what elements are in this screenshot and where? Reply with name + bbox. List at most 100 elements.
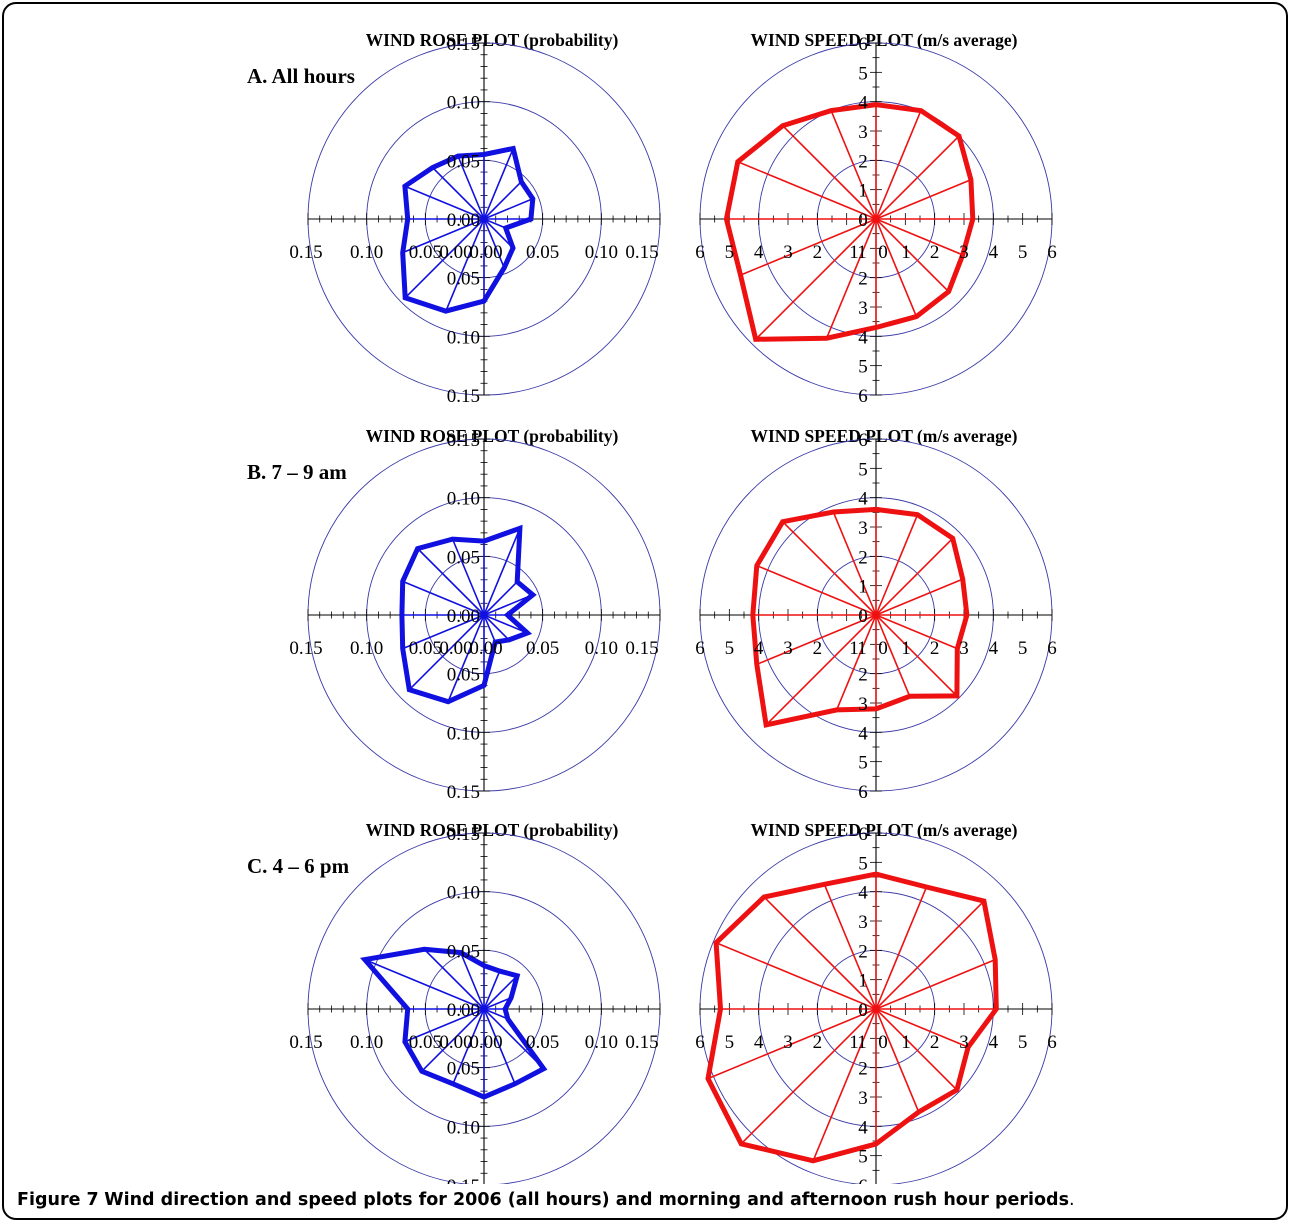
y-tick-label: 0.00 xyxy=(447,1000,480,1021)
spoke-ENE xyxy=(875,578,964,616)
chart-panel-3: WIND SPEED PLOT (m/s average)6 5 4 3 2 11 0 1 2 3… xyxy=(695,426,1057,803)
x-tick-label: 1 xyxy=(857,242,867,263)
y-tick-label: 0.10 xyxy=(447,489,480,510)
y-tick-label: 4 xyxy=(858,489,868,510)
y-tick-label: 3 xyxy=(858,298,868,319)
x-tick-label: 6 xyxy=(695,1032,705,1053)
x-tick-label: 6 xyxy=(1047,1032,1057,1053)
x-tick-label: 3 xyxy=(959,1032,969,1053)
y-tick-label: 2 xyxy=(858,269,868,290)
spoke-SE xyxy=(483,614,510,641)
spoke-WSW xyxy=(402,218,485,254)
spoke-SSW xyxy=(812,1008,877,1162)
spoke-NNE xyxy=(875,110,922,220)
x-tick-label: 0.15 xyxy=(625,242,658,263)
spoke-WSW xyxy=(707,1008,877,1080)
x-tick-label: 5 xyxy=(725,1032,735,1053)
spoke-NE xyxy=(483,181,522,220)
x-tick-label: 5 xyxy=(1018,1032,1028,1053)
y-tick-label: 5 xyxy=(858,357,868,378)
x-tick-label: 4 xyxy=(754,638,764,659)
y-tick-label: 1 xyxy=(858,971,868,992)
spoke-NNW xyxy=(832,511,877,616)
y-tick-label: 3 xyxy=(858,122,868,143)
spoke-WNW xyxy=(756,564,877,616)
chart-title: WIND SPEED PLOT (m/s average) xyxy=(750,426,1017,446)
x-tick-label: 2 xyxy=(930,1032,940,1053)
spoke-NE xyxy=(483,581,518,616)
y-tick-label: 0.05 xyxy=(447,941,480,962)
wind-plots: WIND ROSE PLOT (probability) A. All hours… xyxy=(247,30,1057,1184)
y-tick-label: 3 xyxy=(858,694,868,715)
spoke-SSW xyxy=(447,614,485,703)
x-tick-label: 1 xyxy=(849,1032,859,1053)
spoke-NW xyxy=(417,548,485,616)
chart-title: WIND ROSE PLOT (probability) xyxy=(366,820,619,840)
series-polygon xyxy=(400,145,536,314)
x-tick-label: 1 xyxy=(901,242,911,263)
spoke-SW xyxy=(404,218,485,299)
spoke-SW xyxy=(765,614,877,726)
spoke-NW xyxy=(763,896,877,1010)
chart-panel-1: WIND SPEED PLOT (m/s average)6 5 4 3 2 11 0 1 2 3… xyxy=(695,30,1057,407)
y-tick-label: 0.15 xyxy=(447,386,480,407)
y-tick-label: 0.15 xyxy=(447,34,480,55)
x-tick-label: 0.05 xyxy=(526,242,559,263)
caption-end: . xyxy=(1069,1190,1075,1210)
x-tick-label: 5 xyxy=(725,242,735,263)
spoke-WSW xyxy=(404,1008,485,1043)
spoke-NE xyxy=(875,537,954,616)
y-tick-label: 0.10 xyxy=(447,327,480,348)
x-tick-label: 2 xyxy=(813,1032,823,1053)
chart-title: WIND SPEED PLOT (m/s average) xyxy=(750,30,1017,50)
y-tick-label: 0 xyxy=(858,1000,868,1021)
panel-label: A. All hours xyxy=(247,64,355,88)
x-tick-label: 5 xyxy=(1018,242,1028,263)
x-tick-label: 0.15 xyxy=(289,638,322,659)
y-tick-label: 6 xyxy=(858,386,868,407)
spoke-WSW xyxy=(402,614,485,650)
x-tick-label: 2 xyxy=(930,242,940,263)
y-tick-label: 0.10 xyxy=(447,93,480,114)
x-tick-label: 1 xyxy=(857,638,867,659)
y-tick-label: 3 xyxy=(858,912,868,933)
x-tick-label: 3 xyxy=(959,242,969,263)
spoke-WNW xyxy=(404,185,485,220)
spoke-SE xyxy=(875,218,950,293)
y-tick-label: 0.15 xyxy=(447,782,480,803)
y-tick-label: 3 xyxy=(858,518,868,539)
y-tick-label: 0.05 xyxy=(447,665,480,686)
spoke-NNE xyxy=(483,527,521,616)
spoke-SSW xyxy=(452,1008,485,1085)
chart-title: WIND ROSE PLOT (probability) xyxy=(366,30,619,50)
x-tick-label: 0.10 xyxy=(350,638,383,659)
x-tick-label: 4 xyxy=(989,638,999,659)
x-tick-label: 0.00 xyxy=(469,242,502,263)
x-tick-label: 5 xyxy=(1018,638,1028,659)
x-tick-label: 6 xyxy=(1047,638,1057,659)
x-tick-label: 6 xyxy=(1047,242,1057,263)
spoke-ESE xyxy=(875,1008,969,1048)
panel-label: B. 7 – 9 am xyxy=(247,460,347,484)
y-tick-label: 0.15 xyxy=(447,430,480,451)
x-tick-label: 0.05 xyxy=(526,1032,559,1053)
y-tick-label: 3 xyxy=(858,1088,868,1109)
y-tick-label: 2 xyxy=(858,547,868,568)
spoke-NNE xyxy=(483,970,501,1010)
y-tick-label: 0.00 xyxy=(447,606,480,627)
series-polygon xyxy=(399,524,537,705)
spoke-ESE xyxy=(875,218,964,256)
y-tick-label: 4 xyxy=(858,723,868,744)
x-tick-label: 1 xyxy=(849,242,859,263)
spoke-NNW xyxy=(823,884,877,1010)
spoke-SW xyxy=(755,218,877,340)
spoke-SSE xyxy=(875,614,911,697)
y-tick-label: 1 xyxy=(858,181,868,202)
x-tick-label: 0 xyxy=(878,1032,888,1053)
y-tick-label: 0 xyxy=(858,606,868,627)
caption-label: Figure 7 xyxy=(17,1190,99,1210)
y-tick-label: 6 xyxy=(858,34,868,55)
y-tick-label: 0.15 xyxy=(447,1176,480,1184)
figure-caption: Figure 7 Wind direction and speed plots … xyxy=(17,1190,1075,1210)
spoke-ESE xyxy=(483,218,506,229)
